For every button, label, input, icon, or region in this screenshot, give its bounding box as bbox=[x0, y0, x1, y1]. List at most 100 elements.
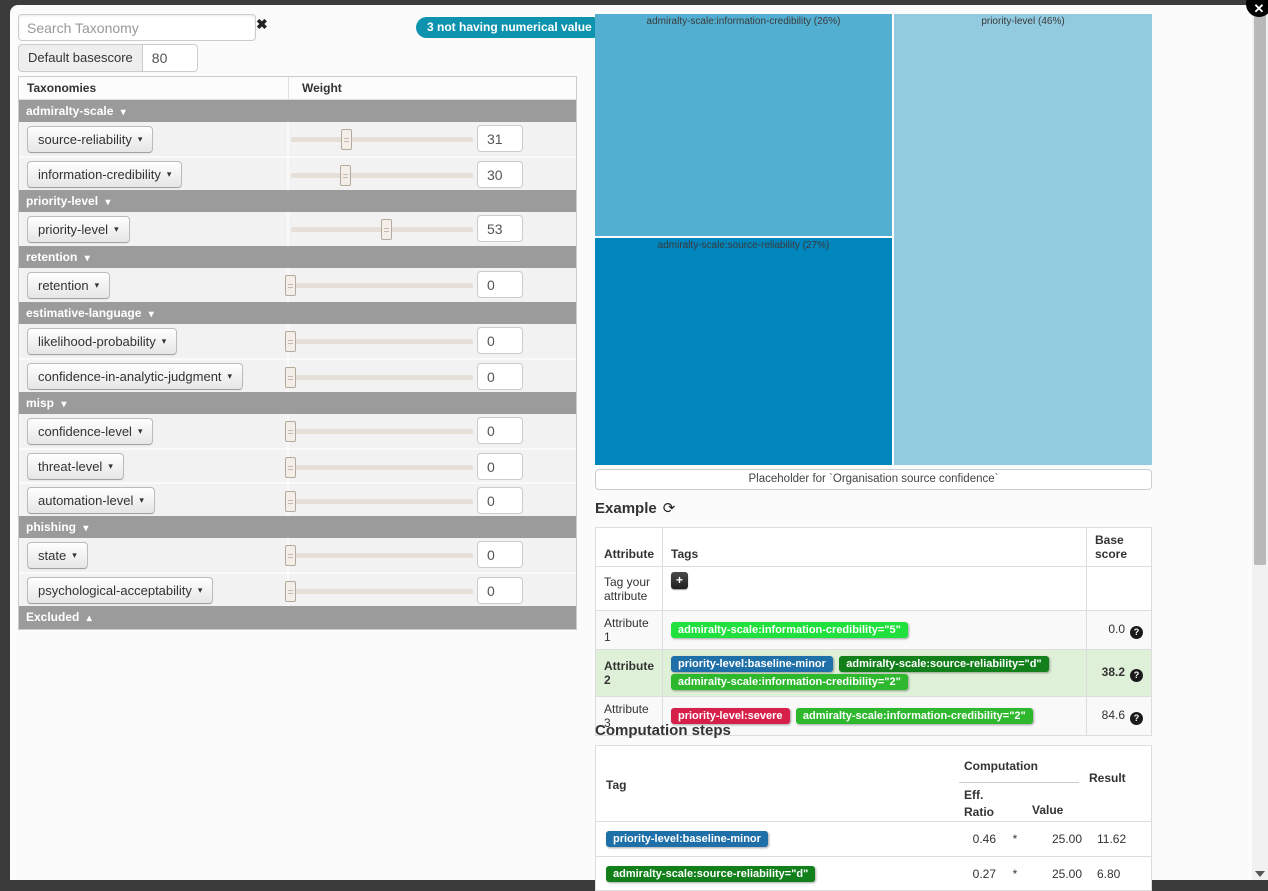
attribute-2-row: Attribute 2 priority-level:baseline-mino… bbox=[595, 649, 1152, 697]
slider-handle[interactable] bbox=[381, 219, 393, 240]
group-header-retention[interactable]: retention ▾ bbox=[19, 246, 576, 268]
add-tag-button[interactable]: + bbox=[671, 572, 688, 589]
taxonomy-dropdown-automation-level[interactable]: automation-level ▾ bbox=[27, 486, 155, 514]
weight-input[interactable] bbox=[477, 271, 523, 298]
group-header-admiralty-scale[interactable]: admiralty-scale ▾ bbox=[19, 100, 576, 122]
weight-slider[interactable] bbox=[291, 219, 473, 240]
slider-handle[interactable] bbox=[285, 275, 296, 296]
group-header-priority-level[interactable]: priority-level ▾ bbox=[19, 190, 576, 212]
weight-input[interactable] bbox=[477, 541, 523, 568]
caret-down-icon: ▾ bbox=[148, 309, 154, 320]
header-tag: Tag bbox=[606, 778, 627, 792]
header-tags: Tags bbox=[662, 527, 1087, 567]
weight-slider[interactable] bbox=[291, 129, 473, 150]
scrollbar-thumb[interactable] bbox=[1254, 13, 1266, 565]
taxonomy-dropdown-information-credibility[interactable]: information-credibility ▾ bbox=[27, 160, 183, 188]
weight-slider[interactable] bbox=[285, 275, 473, 296]
weight-slider[interactable] bbox=[285, 581, 473, 602]
weight-slider[interactable] bbox=[291, 165, 473, 186]
refresh-icon[interactable]: ⟳ bbox=[662, 500, 676, 517]
taxonomy-label: threat-level bbox=[38, 458, 103, 474]
default-basescore-input[interactable] bbox=[142, 44, 198, 72]
tag-priority-level-baseline-minor: priority-level:baseline-minor bbox=[671, 656, 833, 672]
close-icon[interactable]: ✕ bbox=[1246, 0, 1268, 17]
treemap-cell-label: priority-level (46%) bbox=[981, 16, 1065, 27]
treemap-cell-information-credibility: admiralty-scale:information-credibility … bbox=[595, 14, 892, 236]
weight-input[interactable] bbox=[477, 215, 523, 242]
weight-slider[interactable] bbox=[285, 457, 473, 478]
taxonomy-dropdown-confidence-in-analytic-judgment[interactable]: confidence-in-analytic-judgment ▾ bbox=[27, 362, 244, 390]
tag-priority-level-baseline-minor: priority-level:baseline-minor bbox=[606, 831, 768, 847]
weight-input[interactable] bbox=[477, 161, 523, 188]
taxonomy-dropdown-likelihood-probability[interactable]: likelihood-probability ▾ bbox=[27, 327, 178, 355]
slider-handle[interactable] bbox=[285, 581, 296, 602]
eff-ratio-value: 0.27 bbox=[972, 866, 996, 881]
header-attribute: Attribute bbox=[595, 527, 663, 567]
caret-down-icon: ▾ bbox=[72, 549, 77, 560]
treemap-cell-label: admiralty-scale:information-credibility … bbox=[646, 16, 841, 27]
taxonomy-dropdown-state[interactable]: state ▾ bbox=[27, 541, 88, 569]
multiply-operator: * bbox=[1012, 866, 1018, 881]
slider-handle[interactable] bbox=[285, 367, 296, 388]
clear-search-icon[interactable]: ✖ bbox=[256, 16, 268, 32]
treemap-cell-label: admiralty-scale:source-reliability (27%) bbox=[657, 240, 830, 251]
caret-down-icon: ▾ bbox=[83, 523, 89, 534]
slider-handle[interactable] bbox=[285, 331, 296, 352]
taxonomy-dropdown-psychological-acceptability[interactable]: psychological-acceptability ▾ bbox=[27, 576, 214, 604]
column-header-weight: Weight bbox=[288, 77, 576, 99]
group-header-estimative-language[interactable]: estimative-language ▾ bbox=[19, 302, 576, 324]
computation-table-header: Tag Computation Eff. Ratio Value Result bbox=[596, 746, 1151, 822]
caret-down-icon: ▾ bbox=[137, 133, 143, 144]
header-value: Value bbox=[1032, 803, 1064, 817]
weight-slider[interactable] bbox=[285, 367, 473, 388]
slider-handle[interactable] bbox=[339, 165, 351, 186]
group-header-phishing[interactable]: phishing ▾ bbox=[19, 516, 576, 538]
taxonomy-label: state bbox=[38, 547, 67, 563]
computation-row-source-reliability: admiralty-scale:source-reliability="d" 0… bbox=[596, 856, 1151, 890]
weight-slider[interactable] bbox=[285, 331, 473, 352]
group-header-excluded[interactable]: Excluded ▴ bbox=[19, 606, 576, 629]
slider-handle[interactable] bbox=[285, 421, 296, 442]
slider-handle[interactable] bbox=[285, 545, 296, 566]
question-icon[interactable]: ? bbox=[1130, 668, 1143, 682]
multiply-operator: * bbox=[1012, 832, 1018, 846]
weight-input[interactable] bbox=[477, 363, 523, 390]
caret-down-icon: ▾ bbox=[94, 279, 100, 290]
status-badge: 3 not having numerical value bbox=[416, 17, 603, 38]
weight-input[interactable] bbox=[477, 125, 523, 152]
question-icon[interactable]: ? bbox=[1130, 711, 1143, 725]
weight-input[interactable] bbox=[477, 453, 523, 480]
example-table: Attribute Tags Base score Tag your attri… bbox=[595, 527, 1152, 736]
group-label: priority-level bbox=[26, 194, 99, 208]
group-label: admiralty-scale bbox=[26, 104, 114, 118]
taxonomy-dropdown-source-reliability[interactable]: source-reliability ▾ bbox=[27, 125, 154, 153]
slider-handle[interactable] bbox=[341, 129, 353, 150]
search-input[interactable] bbox=[18, 14, 256, 41]
taxonomy-dropdown-priority-level[interactable]: priority-level ▾ bbox=[27, 215, 130, 243]
question-icon[interactable]: ? bbox=[1130, 625, 1143, 639]
taxonomy-dropdown-retention[interactable]: retention ▾ bbox=[27, 271, 111, 299]
scroll-down-icon[interactable] bbox=[1255, 871, 1265, 877]
weight-slider[interactable] bbox=[285, 491, 473, 512]
slider-handle[interactable] bbox=[285, 491, 296, 512]
caret-down-icon: ▾ bbox=[120, 107, 126, 118]
taxonomy-table-header: Taxonomies Weight bbox=[19, 77, 576, 100]
taxonomy-dropdown-confidence-level[interactable]: confidence-level ▾ bbox=[27, 417, 154, 445]
slider-handle[interactable] bbox=[285, 457, 296, 478]
weight-input[interactable] bbox=[477, 417, 523, 444]
result-value: 11.62 bbox=[1097, 832, 1127, 846]
weight-input[interactable] bbox=[477, 577, 523, 604]
scrollbar[interactable] bbox=[1252, 5, 1268, 880]
weight-input[interactable] bbox=[477, 487, 523, 514]
weight-slider[interactable] bbox=[285, 545, 473, 566]
weight-slider[interactable] bbox=[285, 421, 473, 442]
computation-rule bbox=[959, 782, 1079, 783]
taxonomy-label: automation-level bbox=[38, 492, 134, 508]
taxonomy-dropdown-threat-level[interactable]: threat-level ▾ bbox=[27, 452, 124, 480]
tag-priority-level-severe: priority-level:severe bbox=[671, 708, 790, 724]
group-label: retention bbox=[26, 250, 78, 264]
taxonomy-label: information-credibility bbox=[38, 166, 161, 182]
weight-input[interactable] bbox=[477, 327, 523, 354]
weight-treemap: admiralty-scale:information-credibility … bbox=[595, 14, 1152, 465]
group-header-misp[interactable]: misp ▾ bbox=[19, 392, 576, 414]
